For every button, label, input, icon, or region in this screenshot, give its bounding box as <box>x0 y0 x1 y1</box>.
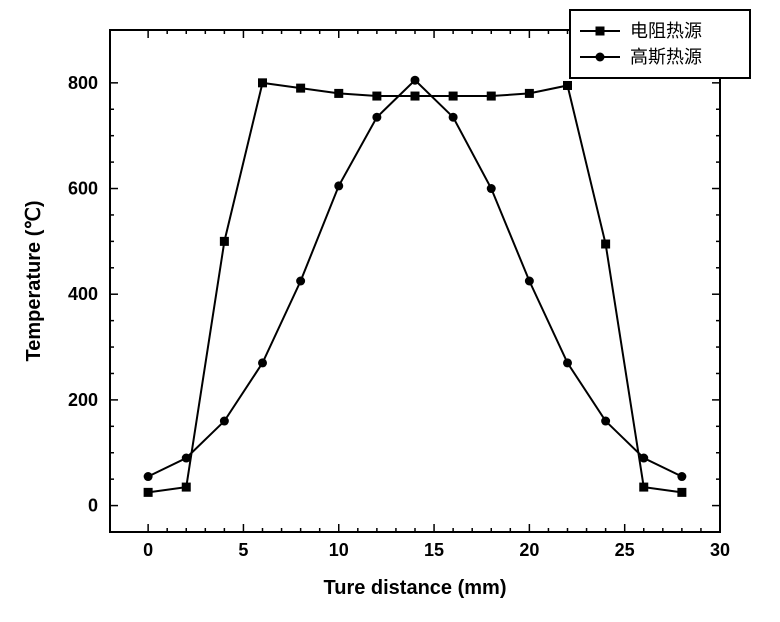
svg-text:200: 200 <box>68 390 98 410</box>
svg-text:0: 0 <box>143 540 153 560</box>
svg-text:5: 5 <box>238 540 248 560</box>
svg-text:20: 20 <box>519 540 539 560</box>
svg-text:600: 600 <box>68 179 98 199</box>
svg-text:10: 10 <box>329 540 349 560</box>
svg-text:15: 15 <box>424 540 444 560</box>
legend-item-label: 高斯热源 <box>630 47 702 67</box>
svg-text:800: 800 <box>68 73 98 93</box>
svg-text:30: 30 <box>710 540 730 560</box>
svg-text:25: 25 <box>615 540 635 560</box>
y-axis-label: Temperature (℃) <box>23 200 45 361</box>
chart-container: 0 5 10 15 20 25 30 0 200 400 600 800 Ture distance (… <box>0 0 780 622</box>
svg-text:0: 0 <box>88 496 98 516</box>
legend-item-label: 电阻热源 <box>630 21 702 41</box>
line-chart: 0 5 10 15 20 25 30 0 200 400 600 800 Ture distance (… <box>0 0 780 622</box>
x-axis-label: Ture distance (mm) <box>324 577 507 599</box>
svg-text:400: 400 <box>68 284 98 304</box>
